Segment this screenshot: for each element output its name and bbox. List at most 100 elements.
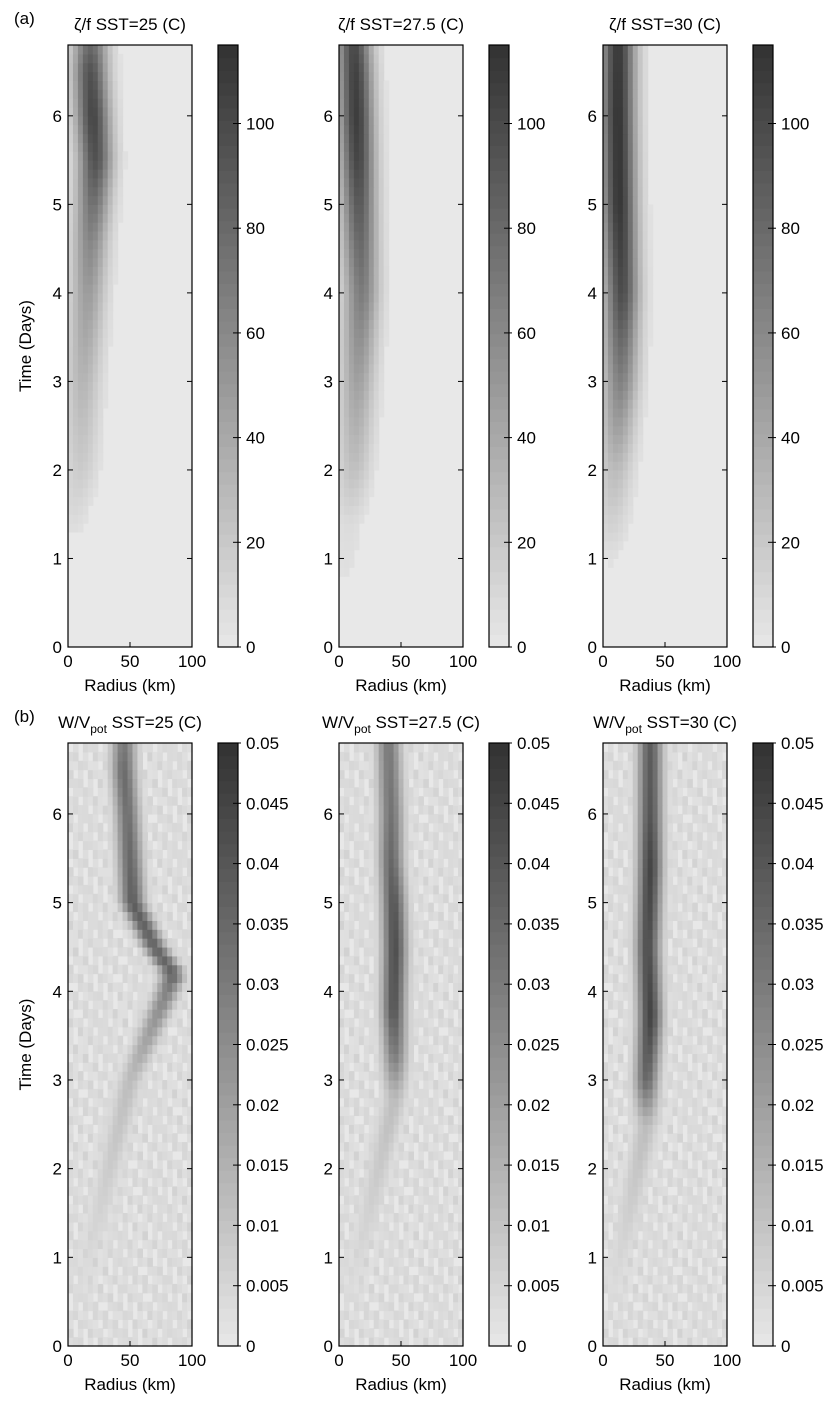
heatmap-cell xyxy=(642,301,649,312)
heatmap-cell xyxy=(343,1283,350,1294)
heatmap-cell xyxy=(393,876,400,886)
heatmap-cell xyxy=(68,911,74,921)
heatmap-cell xyxy=(102,71,109,82)
heatmap-cell xyxy=(403,805,410,815)
heatmap-cell xyxy=(127,938,134,948)
heatmap-cell xyxy=(612,1248,619,1258)
heatmap-cell xyxy=(87,1159,94,1170)
heatmap-cell xyxy=(418,1071,424,1081)
heatmap-cell xyxy=(403,964,410,975)
heatmap-cell xyxy=(87,452,94,462)
heatmap-cell xyxy=(117,1186,124,1196)
heatmap-cell xyxy=(102,769,109,780)
heatmap-cell xyxy=(162,1186,168,1196)
heatmap-cell xyxy=(339,1115,345,1125)
heatmap-cell xyxy=(617,514,624,524)
heatmap-cell xyxy=(72,62,79,73)
colorbar-segment xyxy=(218,333,238,347)
colorbar-segment xyxy=(753,208,773,222)
heatmap-cell xyxy=(378,1009,385,1019)
heatmap-cell xyxy=(343,443,350,453)
heatmap-cell xyxy=(72,884,79,895)
heatmap-cell xyxy=(147,1088,153,1099)
heatmap-cell xyxy=(182,760,188,771)
heatmap-cell xyxy=(378,1017,385,1028)
heatmap-cell xyxy=(627,1301,634,1312)
heatmap-cell xyxy=(368,867,375,877)
heatmap-cell xyxy=(617,230,624,241)
colorbar-segment xyxy=(489,446,509,460)
heatmap-cell xyxy=(423,1000,429,1010)
colorbar-tick-label: 80 xyxy=(246,219,265,238)
y-tick-label: 3 xyxy=(53,1071,62,1090)
heatmap-cell xyxy=(132,743,139,753)
heatmap-cell xyxy=(162,955,168,966)
heatmap-cell xyxy=(339,496,345,506)
heatmap-cell xyxy=(612,337,619,347)
heatmap-cell xyxy=(339,1168,345,1179)
heatmap-cell xyxy=(102,239,109,250)
heatmap-cell xyxy=(107,133,114,143)
heatmap-cell xyxy=(92,434,99,444)
heatmap-cell xyxy=(607,1301,614,1312)
heatmap-cell xyxy=(92,1195,99,1205)
heatmap-cell xyxy=(167,1088,173,1099)
heatmap-cell xyxy=(152,991,158,1001)
heatmap-cell xyxy=(448,1212,454,1223)
heatmap-cell xyxy=(353,469,360,480)
heatmap-cell xyxy=(353,230,360,241)
heatmap-cell xyxy=(662,1292,669,1303)
heatmap-cell xyxy=(627,469,634,480)
heatmap-cell xyxy=(393,1186,400,1196)
heatmap-cell xyxy=(102,45,109,55)
heatmap-cell xyxy=(348,425,355,436)
colorbar-segment xyxy=(218,546,238,560)
heatmap-cell xyxy=(363,760,370,771)
heatmap-cell xyxy=(617,1257,624,1267)
heatmap-cell xyxy=(107,248,114,259)
heatmap-cell xyxy=(152,955,158,966)
heatmap-cell xyxy=(77,884,84,895)
heatmap-cell xyxy=(433,1301,439,1312)
heatmap-cell xyxy=(72,1017,79,1028)
heatmap-cell xyxy=(438,849,444,859)
heatmap-cell xyxy=(132,831,139,842)
heatmap-cell xyxy=(448,1088,454,1099)
heatmap-cell xyxy=(97,363,104,374)
heatmap-cell xyxy=(152,929,158,939)
heatmap-cell xyxy=(147,876,153,886)
colorbar: 00.0050.010.0150.020.0250.030.0350.040.0… xyxy=(217,734,289,1356)
heatmap-cell xyxy=(358,911,365,921)
heatmap-cell xyxy=(393,1150,400,1161)
heatmap-cell xyxy=(77,301,84,312)
heatmap-cell xyxy=(702,1248,708,1258)
heatmap-cell xyxy=(343,195,350,205)
heatmap-cell xyxy=(398,955,405,966)
heatmap-cell xyxy=(657,1310,664,1320)
heatmap-cell xyxy=(403,1062,410,1072)
heatmap-cell xyxy=(68,381,74,391)
heatmap-cell xyxy=(393,973,400,984)
heatmap-cell xyxy=(383,991,390,1001)
heatmap-cell xyxy=(343,133,350,143)
heatmap-cell xyxy=(403,876,410,886)
heatmap-cell xyxy=(353,133,360,143)
colorbar-tick-label: 60 xyxy=(517,324,536,343)
heatmap-cell xyxy=(177,1088,183,1099)
heatmap-cell xyxy=(453,1026,459,1037)
heatmap-cell xyxy=(97,133,104,143)
heatmap-cell xyxy=(152,911,158,921)
heatmap-cell xyxy=(378,911,385,921)
heatmap-cell xyxy=(102,1017,109,1028)
heatmap-cell xyxy=(77,1071,84,1081)
heatmap-cell xyxy=(132,1071,139,1081)
heatmap-cell xyxy=(622,177,629,188)
heatmap-cell xyxy=(363,151,370,161)
heatmap-cell xyxy=(127,1115,134,1125)
heatmap-cell xyxy=(107,45,114,55)
colorbar-segment xyxy=(218,893,238,907)
heatmap-cell xyxy=(343,257,350,267)
heatmap-cell xyxy=(398,1009,405,1019)
colorbar-segment xyxy=(489,170,509,184)
heatmap-cell xyxy=(187,911,193,921)
